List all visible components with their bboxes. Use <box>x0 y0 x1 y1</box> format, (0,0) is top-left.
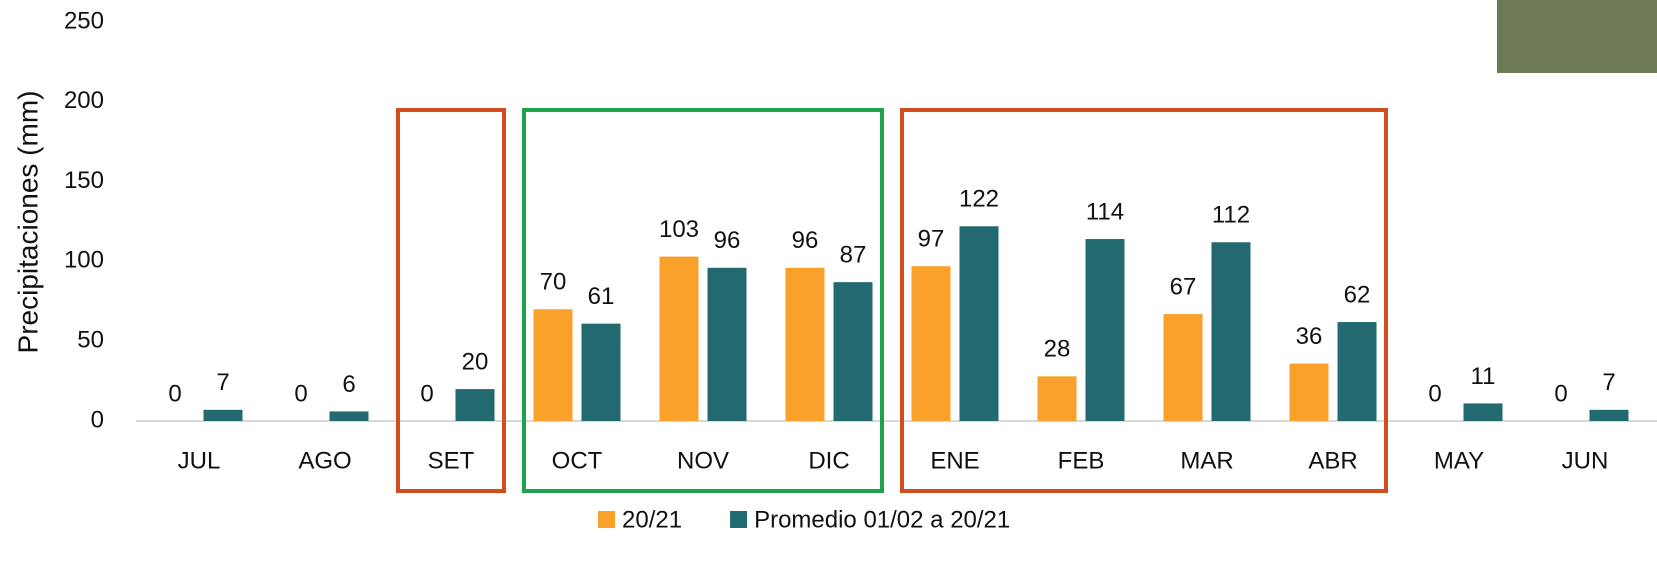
bar <box>1086 239 1125 421</box>
bar <box>456 389 495 421</box>
bar <box>786 268 825 421</box>
data-label: 20 <box>462 348 489 375</box>
legend-label: Promedio 01/02 a 20/21 <box>754 506 1010 533</box>
x-tick-label: FEB <box>1058 447 1105 474</box>
data-label: 96 <box>714 227 741 254</box>
data-label: 67 <box>1170 273 1197 300</box>
chart: Precipitaciones (mm) 050100150200250JUL0… <box>0 0 1657 563</box>
y-axis-label: Precipitaciones (mm) <box>12 91 43 354</box>
y-tick-label: 50 <box>77 327 104 354</box>
legend-swatch <box>730 511 747 528</box>
bar <box>1164 314 1203 421</box>
data-label: 0 <box>1428 380 1441 407</box>
bar <box>204 410 243 421</box>
bar <box>834 282 873 421</box>
data-label: 0 <box>1554 380 1567 407</box>
highlight-box <box>524 110 882 491</box>
x-tick-label: MAY <box>1434 447 1484 474</box>
y-tick-label: 250 <box>64 7 104 34</box>
bar <box>534 309 573 421</box>
bar <box>912 266 951 421</box>
data-label: 112 <box>1212 202 1250 229</box>
bar <box>1212 242 1251 421</box>
map-thumbnail <box>1497 0 1657 73</box>
legend-swatch <box>598 511 615 528</box>
bar <box>960 226 999 421</box>
data-label: 7 <box>1602 369 1615 396</box>
y-tick-label: 200 <box>64 87 104 114</box>
bar <box>1464 403 1503 421</box>
data-label: 0 <box>294 380 307 407</box>
data-label: 97 <box>918 226 945 253</box>
data-label: 36 <box>1296 323 1323 350</box>
y-tick-label: 100 <box>64 247 104 274</box>
x-tick-label: JUL <box>178 447 221 474</box>
data-label: 96 <box>792 227 819 254</box>
data-label: 114 <box>1086 198 1124 225</box>
data-label: 7 <box>216 369 229 396</box>
x-tick-label: JUN <box>1562 447 1609 474</box>
bar <box>1338 322 1377 421</box>
data-label: 62 <box>1344 281 1371 308</box>
data-label: 6 <box>342 371 355 398</box>
x-tick-label: DIC <box>808 447 849 474</box>
x-tick-label: SET <box>428 447 475 474</box>
bar <box>708 268 747 421</box>
highlight-box <box>398 110 504 491</box>
data-label: 0 <box>168 380 181 407</box>
x-tick-label: ABR <box>1308 447 1357 474</box>
bar <box>660 257 699 421</box>
x-tick-label: ENE <box>930 447 979 474</box>
x-tick-label: MAR <box>1180 447 1233 474</box>
legend-label: 20/21 <box>622 506 682 533</box>
data-label: 87 <box>840 241 867 268</box>
bar <box>330 411 369 421</box>
data-label: 61 <box>588 283 615 310</box>
x-tick-label: NOV <box>677 447 729 474</box>
data-label: 11 <box>1471 363 1496 390</box>
x-tick-label: OCT <box>552 447 603 474</box>
bar <box>582 324 621 421</box>
data-label: 122 <box>959 186 999 213</box>
data-label: 0 <box>420 380 433 407</box>
bar <box>1290 364 1329 421</box>
data-label: 70 <box>540 269 567 296</box>
y-tick-label: 0 <box>91 406 104 433</box>
data-label: 28 <box>1044 336 1071 363</box>
x-tick-label: AGO <box>298 447 351 474</box>
data-label: 103 <box>659 216 699 243</box>
bar <box>1590 410 1629 421</box>
bar <box>1038 376 1077 421</box>
y-tick-label: 150 <box>64 167 104 194</box>
